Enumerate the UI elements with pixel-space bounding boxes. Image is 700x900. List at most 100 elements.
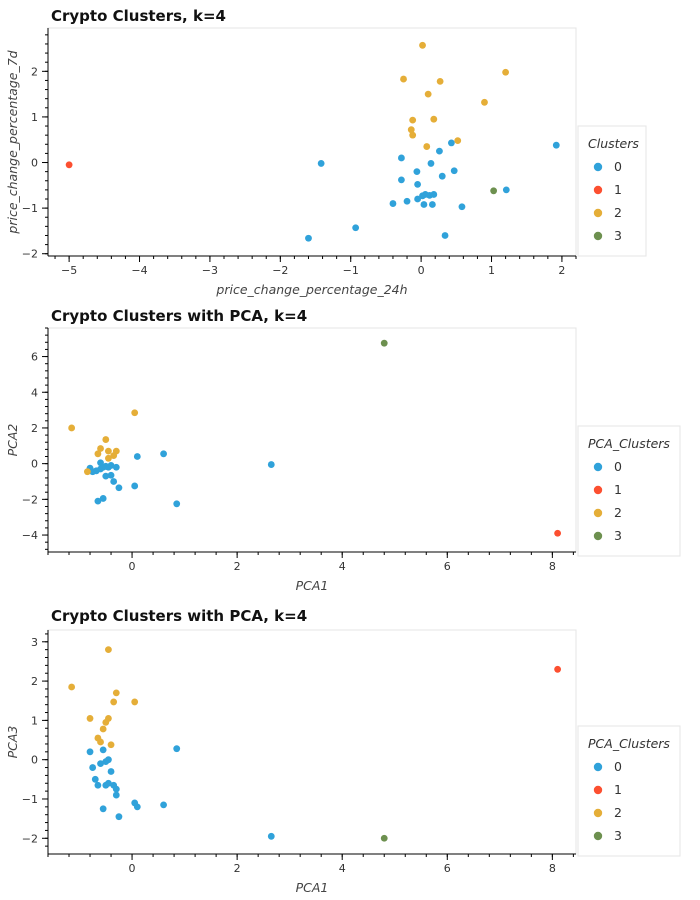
data-point-cluster-0[interactable] [107, 768, 115, 775]
legend-label-0[interactable]: 0 [614, 459, 622, 474]
data-point-cluster-0[interactable] [398, 176, 405, 184]
data-point-cluster-0[interactable] [173, 745, 181, 753]
data-point-cluster-2[interactable] [131, 698, 139, 706]
data-point-cluster-2[interactable] [68, 683, 76, 691]
legend-label-0[interactable]: 0 [614, 159, 622, 174]
data-point-cluster-1[interactable] [554, 529, 562, 537]
data-point-cluster-0[interactable] [131, 482, 139, 490]
data-point-cluster-0[interactable] [99, 495, 107, 502]
data-point-cluster-0[interactable] [94, 497, 102, 505]
data-point-cluster-0[interactable] [91, 775, 99, 783]
legend-swatch-1[interactable] [593, 485, 603, 495]
data-point-cluster-0[interactable] [436, 147, 443, 155]
data-point-cluster-2[interactable] [97, 738, 104, 746]
data-point-cluster-0[interactable] [420, 201, 428, 208]
data-point-cluster-0[interactable] [112, 791, 120, 799]
data-point-cluster-0[interactable] [94, 781, 102, 789]
legend-swatch-0[interactable] [593, 462, 603, 472]
data-point-cluster-0[interactable] [441, 232, 449, 239]
legend-label-2[interactable]: 2 [614, 805, 622, 820]
data-point-cluster-2[interactable] [105, 447, 112, 455]
data-point-cluster-2[interactable] [400, 75, 407, 83]
legend-label-1[interactable]: 1 [614, 782, 622, 797]
data-point-cluster-0[interactable] [115, 813, 123, 821]
legend-label-3[interactable]: 3 [614, 528, 622, 543]
legend-swatch-2[interactable] [593, 508, 603, 518]
data-point-cluster-0[interactable] [160, 450, 167, 458]
data-point-cluster-0[interactable] [105, 756, 112, 764]
data-point-cluster-2[interactable] [105, 715, 112, 722]
legend-label-3[interactable]: 3 [614, 828, 622, 843]
data-point-cluster-2[interactable] [94, 450, 102, 458]
data-point-cluster-0[interactable] [428, 201, 436, 208]
data-point-cluster-0[interactable] [267, 832, 275, 840]
data-point-cluster-2[interactable] [502, 68, 509, 76]
legend-swatch-3[interactable] [593, 531, 603, 541]
data-point-cluster-0[interactable] [305, 234, 312, 242]
data-point-cluster-2[interactable] [436, 77, 444, 85]
data-point-cluster-0[interactable] [430, 191, 438, 198]
data-point-cluster-0[interactable] [450, 167, 458, 175]
data-point-cluster-2[interactable] [481, 98, 488, 106]
data-point-cluster-0[interactable] [102, 472, 110, 480]
data-point-cluster-2[interactable] [68, 424, 76, 432]
legend-swatch-3[interactable] [593, 831, 603, 841]
legend-label-1[interactable]: 1 [614, 482, 622, 497]
data-point-cluster-2[interactable] [102, 436, 110, 443]
legend-label-3[interactable]: 3 [614, 228, 622, 243]
data-point-cluster-2[interactable] [409, 116, 417, 124]
data-point-cluster-0[interactable] [107, 471, 115, 479]
data-point-cluster-0[interactable] [317, 160, 325, 167]
legend-swatch-0[interactable] [593, 162, 603, 172]
data-point-cluster-2[interactable] [84, 468, 91, 476]
data-point-cluster-0[interactable] [160, 801, 167, 809]
data-point-cluster-0[interactable] [110, 478, 118, 485]
legend-swatch-1[interactable] [593, 785, 603, 795]
data-point-cluster-2[interactable] [110, 698, 118, 706]
data-point-cluster-0[interactable] [552, 141, 560, 149]
data-point-cluster-0[interactable] [99, 805, 107, 813]
legend-label-0[interactable]: 0 [614, 759, 622, 774]
data-point-cluster-3[interactable] [380, 834, 388, 842]
legend-swatch-3[interactable] [593, 231, 603, 241]
data-point-cluster-0[interactable] [89, 764, 97, 771]
data-point-cluster-0[interactable] [389, 200, 397, 207]
data-point-cluster-0[interactable] [133, 803, 141, 811]
data-point-cluster-0[interactable] [413, 168, 421, 176]
data-point-cluster-0[interactable] [502, 186, 510, 194]
data-point-cluster-2[interactable] [430, 115, 438, 123]
data-point-cluster-0[interactable] [458, 203, 466, 211]
data-point-cluster-2[interactable] [107, 741, 115, 749]
data-point-cluster-0[interactable] [105, 779, 112, 787]
data-point-cluster-2[interactable] [454, 137, 462, 145]
data-point-cluster-2[interactable] [105, 646, 112, 654]
data-point-cluster-2[interactable] [99, 725, 107, 733]
data-point-cluster-0[interactable] [86, 748, 94, 756]
data-point-cluster-0[interactable] [133, 453, 141, 460]
data-point-cluster-3[interactable] [380, 339, 388, 347]
data-point-cluster-0[interactable] [267, 461, 275, 468]
data-point-cluster-2[interactable] [407, 126, 415, 134]
data-point-cluster-0[interactable] [398, 154, 405, 162]
data-point-cluster-1[interactable] [65, 161, 73, 169]
data-point-cluster-2[interactable] [131, 409, 139, 417]
data-point-cluster-0[interactable] [427, 160, 435, 167]
data-point-cluster-0[interactable] [414, 181, 421, 188]
legend-swatch-2[interactable] [593, 208, 603, 218]
data-point-cluster-2[interactable] [86, 715, 94, 722]
data-point-cluster-0[interactable] [112, 463, 120, 471]
legend-swatch-0[interactable] [593, 762, 603, 772]
data-point-cluster-2[interactable] [423, 143, 431, 150]
data-point-cluster-2[interactable] [419, 41, 426, 49]
data-point-cluster-2[interactable] [110, 452, 118, 460]
data-point-cluster-0[interactable] [112, 785, 120, 793]
data-point-cluster-3[interactable] [490, 187, 498, 195]
legend-swatch-1[interactable] [593, 185, 603, 195]
data-point-cluster-0[interactable] [107, 462, 115, 469]
data-point-cluster-2[interactable] [105, 454, 112, 462]
data-point-cluster-0[interactable] [352, 224, 360, 232]
data-point-cluster-0[interactable] [403, 197, 411, 205]
data-point-cluster-0[interactable] [447, 139, 455, 147]
data-point-cluster-2[interactable] [409, 131, 417, 139]
data-point-cluster-0[interactable] [99, 746, 107, 754]
